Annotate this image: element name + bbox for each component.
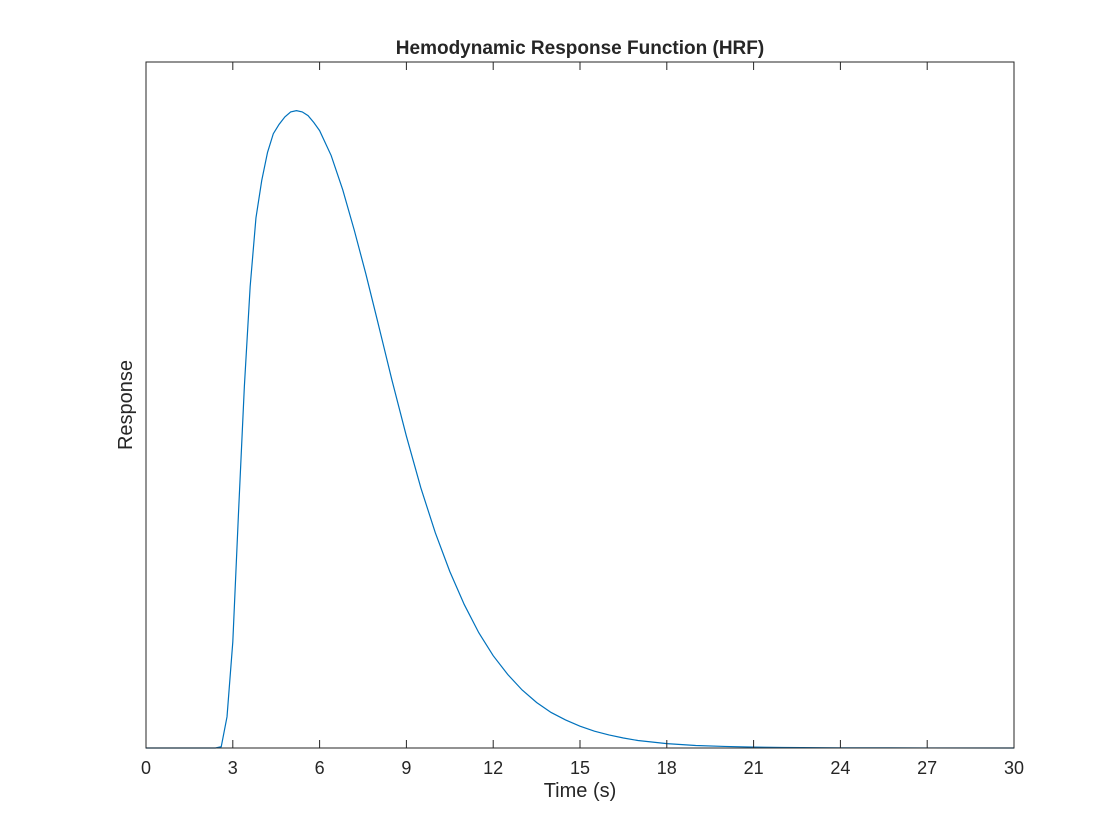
x-tick-label: 21 xyxy=(744,758,764,778)
x-tick-label: 6 xyxy=(315,758,325,778)
x-tick-label: 18 xyxy=(657,758,677,778)
x-tick-label: 9 xyxy=(401,758,411,778)
x-axis-label: Time (s) xyxy=(544,780,617,802)
x-tick-label: 3 xyxy=(228,758,238,778)
hrf-curve xyxy=(146,110,1015,749)
x-tick-label: 24 xyxy=(830,758,850,778)
x-tick-label: 30 xyxy=(1004,758,1024,778)
x-tick-label: 27 xyxy=(917,758,937,778)
x-tick-label: 0 xyxy=(141,758,151,778)
x-tick-label: 15 xyxy=(570,758,590,778)
chart-title: Hemodynamic Response Function (HRF) xyxy=(396,38,764,59)
x-tick-label: 12 xyxy=(483,758,503,778)
y-axis-label: Response xyxy=(115,360,137,450)
x-axis-ticks: 0 3 6 9 12 15 18 21 24 27 30 xyxy=(141,62,1024,778)
